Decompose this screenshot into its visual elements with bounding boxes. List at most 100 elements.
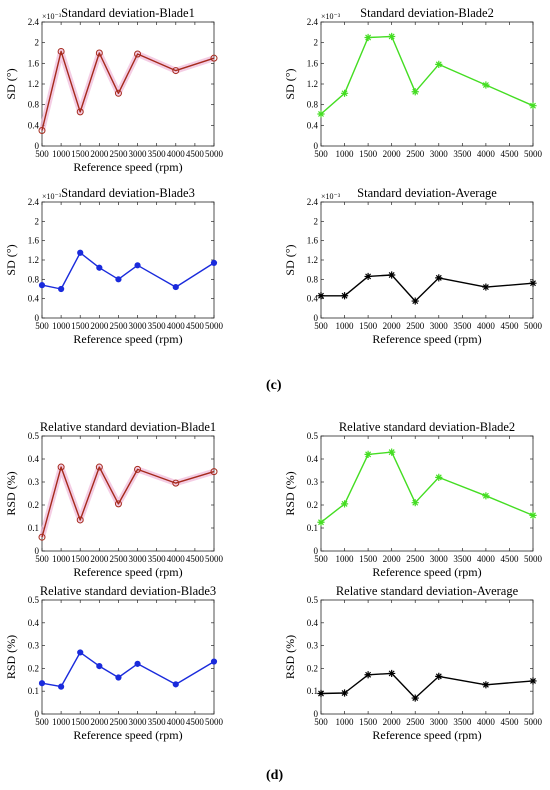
- x-tick-label: 1500: [71, 717, 90, 727]
- x-axis-label: Reference speed (rpm): [372, 332, 481, 346]
- x-tick-label: 2000: [90, 149, 109, 159]
- data-point: [58, 285, 65, 293]
- x-tick-label: 2500: [406, 717, 425, 727]
- x-tick-label: 5000: [524, 149, 543, 159]
- data-point: [435, 672, 443, 680]
- data-point: [364, 272, 372, 281]
- y-tick-label: 0.4: [28, 454, 40, 464]
- series-line: [320, 35, 534, 115]
- data-point: [95, 49, 103, 57]
- y-tick-label: 0.5: [307, 431, 319, 441]
- y-tick-label: 0.2: [28, 500, 39, 510]
- y-tick-label: 1.6: [307, 58, 319, 68]
- x-tick-label: 4000: [167, 149, 186, 159]
- y-axis-label: SD (°): [283, 68, 297, 99]
- x-tick-label: 2000: [383, 717, 402, 727]
- y-tick-label: 2: [314, 38, 319, 48]
- y-tick-label: 0.5: [307, 595, 319, 605]
- x-tick-label: 500: [35, 149, 49, 159]
- x-tick-label: 1500: [359, 554, 378, 564]
- axes-box: [320, 201, 534, 319]
- x-tick-label: 4500: [500, 554, 519, 564]
- y-tick-label: 0.4: [28, 120, 40, 130]
- series-line: [320, 451, 534, 523]
- data-point: [114, 500, 122, 508]
- x-tick-label: 500: [35, 717, 49, 727]
- x-axis-label: Reference speed (rpm): [73, 332, 182, 346]
- x-tick-label: 500: [314, 717, 328, 727]
- x-tick-label: 5000: [205, 321, 224, 331]
- x-axis-label: Reference speed (rpm): [372, 728, 481, 742]
- data-point: [411, 694, 419, 702]
- x-tick-label: 3500: [148, 554, 167, 564]
- x-tick-label: 500: [314, 321, 328, 331]
- x-tick-label: 2500: [406, 149, 425, 159]
- x-tick-label: 3500: [148, 321, 167, 331]
- data-point: [38, 533, 46, 541]
- x-tick-label: 5000: [524, 717, 543, 727]
- data-point: [96, 264, 103, 271]
- x-tick-label: 1000: [52, 321, 71, 331]
- data-point: [58, 683, 65, 690]
- data-point: [210, 658, 218, 665]
- chart-panel-7: 500 1000 1500 2000 2500 3000 3500 4000 4500 5000 0…: [4, 584, 224, 742]
- data-point: [529, 511, 537, 519]
- axes-box: [320, 435, 534, 552]
- x-tick-label: 4500: [500, 321, 519, 331]
- x-tick-label: 2500: [109, 321, 128, 331]
- data-point: [38, 127, 46, 134]
- x-tick-label: 2000: [383, 149, 402, 159]
- x-tick-label: 3500: [453, 149, 472, 159]
- data-point: [210, 468, 218, 476]
- x-tick-label: 3500: [453, 717, 472, 727]
- x-tick-label: 1000: [52, 717, 71, 727]
- data-point: [134, 465, 142, 473]
- x-tick-label: 3000: [129, 149, 148, 159]
- y-axis-label: RSD (%): [283, 635, 297, 679]
- x-tick-label: 3500: [148, 149, 167, 159]
- data-point: [95, 463, 103, 471]
- x-tick-label: 3000: [129, 554, 148, 564]
- y-tick-label: 1.2: [307, 79, 318, 89]
- y-tick-label: 2.4: [307, 17, 319, 27]
- x-tick-label: 3500: [453, 321, 472, 331]
- data-point: [210, 54, 218, 62]
- x-axis-label: Reference speed (rpm): [73, 728, 182, 742]
- x-tick-label: 2500: [109, 717, 128, 727]
- y-tick-label: 2.4: [28, 197, 40, 207]
- x-tick-label: 500: [35, 554, 49, 564]
- data-point: [76, 516, 84, 524]
- chart-panel-3: 500 1000 1500 2000 2500 3000 3500 4000 4500 5000 0…: [4, 186, 224, 346]
- series-line: [41, 466, 215, 538]
- y-tick-label: 0.3: [307, 477, 319, 487]
- y-axis-label: SD (°): [4, 68, 18, 99]
- x-tick-label: 2500: [109, 554, 128, 564]
- data-point: [482, 283, 490, 291]
- data-point: [340, 689, 349, 697]
- data-point: [115, 674, 122, 681]
- chart-panel-1: 500 1000 1500 2000 2500 3000 3500 4000 4500 5000 0…: [4, 6, 224, 174]
- data-point: [364, 671, 372, 679]
- data-point: [38, 680, 46, 687]
- panel-label-d: (d): [266, 768, 284, 783]
- chart-title: Standard deviation-Average: [357, 186, 497, 200]
- series-line: [321, 274, 534, 302]
- y-tick-label: 0: [314, 546, 319, 556]
- chart-panel-4: 500 1000 1500 2000 2500 3000 3500 4000 4500 5000 0…: [283, 186, 543, 346]
- x-tick-label: 1500: [359, 149, 378, 159]
- data-point: [134, 660, 141, 667]
- data-point: [172, 479, 180, 487]
- x-tick-label: 3000: [430, 554, 449, 564]
- y-tick-label: 1.2: [28, 79, 39, 89]
- data-point: [411, 499, 419, 507]
- x-tick-label: 4000: [477, 554, 496, 564]
- x-tick-label: 1000: [336, 321, 355, 331]
- data-point: [364, 450, 372, 458]
- x-tick-label: 2000: [90, 717, 109, 727]
- y-axis-label: RSD (%): [283, 471, 297, 515]
- y-axis-label: SD (°): [283, 244, 297, 275]
- x-tick-label: 1500: [359, 717, 378, 727]
- y-tick-label: 0.3: [28, 641, 40, 651]
- y-tick-label: 2.4: [307, 197, 319, 207]
- x-tick-label: 5000: [205, 717, 224, 727]
